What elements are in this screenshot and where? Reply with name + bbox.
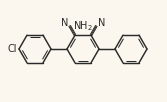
Text: NH$_2$: NH$_2$ [73,19,93,33]
Text: Cl: Cl [8,44,17,54]
Text: N: N [98,18,105,28]
Text: N: N [61,18,68,28]
